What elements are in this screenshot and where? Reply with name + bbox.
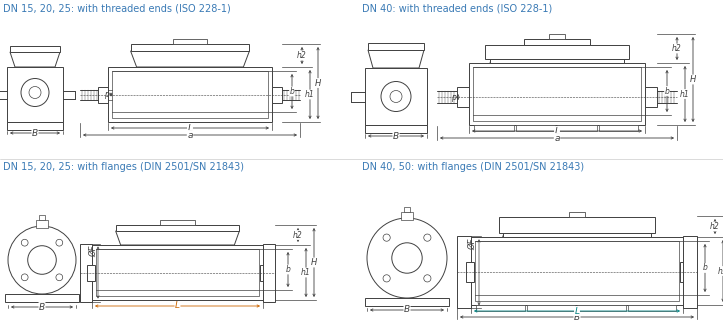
Bar: [523, 39, 591, 45]
Text: B: B: [393, 131, 399, 140]
Polygon shape: [10, 52, 60, 67]
Bar: [260, 264, 268, 280]
Text: L: L: [575, 307, 580, 316]
Bar: [7, 67, 63, 122]
Text: a: a: [187, 130, 193, 139]
Text: h1: h1: [301, 268, 311, 277]
Bar: [80, 243, 92, 301]
Text: ØF: ØF: [90, 245, 98, 257]
Bar: [96, 249, 259, 296]
Bar: [476, 305, 524, 311]
Bar: [466, 262, 474, 282]
Text: ØF: ØF: [469, 238, 477, 250]
Text: B: B: [39, 302, 45, 311]
Bar: [680, 262, 688, 282]
Bar: [457, 236, 471, 308]
Bar: [87, 264, 95, 280]
Bar: [410, 125, 421, 133]
Bar: [471, 237, 683, 305]
Bar: [549, 34, 565, 39]
Bar: [645, 87, 657, 107]
Polygon shape: [131, 51, 249, 67]
Bar: [161, 220, 194, 225]
Text: DN 15, 20, 25: with flanges (DIN 2501/SN 21843): DN 15, 20, 25: with flanges (DIN 2501/SN…: [3, 162, 244, 172]
Text: h1: h1: [718, 267, 723, 276]
Bar: [490, 59, 624, 63]
Text: h1: h1: [680, 90, 690, 99]
Text: p: p: [451, 93, 456, 102]
Bar: [272, 87, 282, 102]
Bar: [628, 305, 676, 311]
Bar: [469, 63, 645, 125]
Bar: [473, 67, 641, 121]
Bar: [599, 125, 638, 131]
Bar: [36, 220, 48, 228]
Bar: [683, 236, 697, 308]
Text: b: b: [664, 87, 669, 96]
Text: h2: h2: [297, 51, 307, 60]
Polygon shape: [368, 50, 424, 68]
Bar: [404, 207, 410, 212]
Text: DN 40, 50: with flanges (DIN 2501/SN 21843): DN 40, 50: with flanges (DIN 2501/SN 218…: [362, 162, 584, 172]
Text: H: H: [690, 75, 696, 84]
Text: h2: h2: [293, 231, 303, 240]
Bar: [98, 87, 108, 102]
Text: p: p: [104, 90, 109, 99]
Text: H: H: [311, 258, 317, 267]
Bar: [39, 215, 45, 220]
Bar: [365, 298, 449, 306]
Text: L: L: [555, 127, 560, 136]
Bar: [475, 241, 679, 301]
Bar: [502, 233, 651, 237]
Bar: [131, 44, 249, 51]
Bar: [499, 217, 655, 233]
Text: B: B: [404, 306, 410, 315]
Text: b: b: [286, 265, 291, 274]
Bar: [515, 125, 555, 131]
Bar: [5, 294, 79, 302]
Bar: [92, 245, 263, 300]
Bar: [10, 46, 60, 52]
Bar: [457, 87, 469, 107]
Text: H: H: [315, 79, 321, 88]
Text: h2: h2: [710, 222, 720, 231]
Bar: [485, 45, 629, 59]
Bar: [368, 43, 424, 50]
Text: b: b: [290, 87, 294, 96]
Bar: [401, 212, 413, 220]
Bar: [365, 125, 427, 133]
Text: b: b: [703, 263, 707, 272]
Bar: [569, 212, 585, 217]
Text: B: B: [574, 312, 580, 321]
Text: L: L: [175, 301, 180, 310]
Text: h1: h1: [305, 90, 315, 99]
Text: B: B: [32, 128, 38, 137]
Text: DN 40: with threaded ends (ISO 228-1): DN 40: with threaded ends (ISO 228-1): [362, 3, 552, 13]
Text: h2: h2: [672, 44, 682, 53]
Bar: [116, 225, 239, 231]
Text: a: a: [555, 134, 560, 143]
Bar: [382, 125, 393, 133]
Bar: [474, 125, 513, 131]
Polygon shape: [116, 231, 239, 245]
Bar: [263, 243, 275, 301]
Text: L: L: [187, 124, 192, 132]
Bar: [577, 305, 625, 311]
Bar: [365, 68, 427, 125]
Bar: [108, 67, 272, 122]
Bar: [7, 122, 63, 130]
Bar: [526, 305, 575, 311]
Bar: [173, 39, 208, 44]
Text: DN 15, 20, 25: with threaded ends (ISO 228-1): DN 15, 20, 25: with threaded ends (ISO 2…: [3, 3, 231, 13]
Bar: [368, 125, 379, 133]
Bar: [557, 125, 596, 131]
Bar: [396, 125, 407, 133]
Bar: [112, 71, 268, 118]
